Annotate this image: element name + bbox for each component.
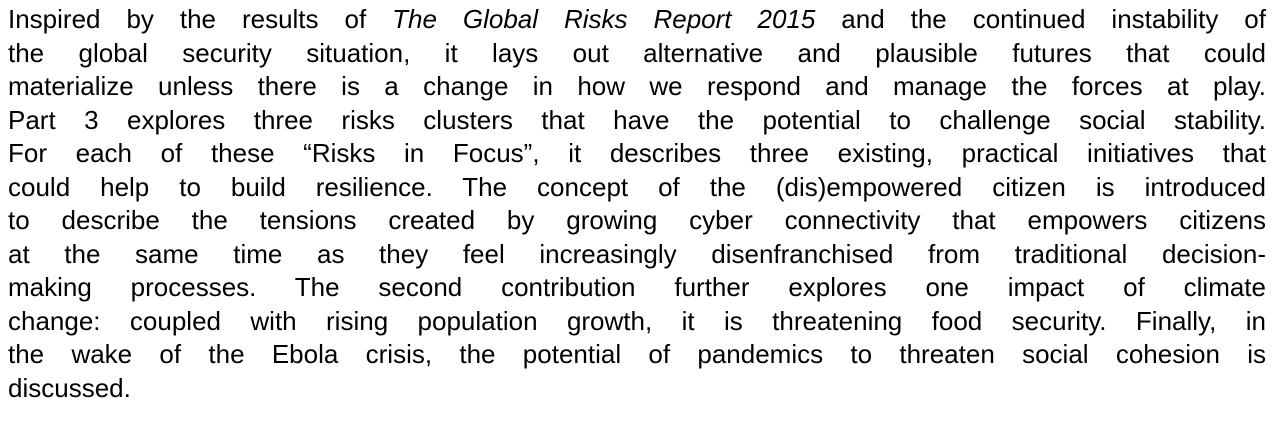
paragraph: Inspired by the results of The Global Ri… [8, 3, 1266, 405]
text-line: the wake of the Ebola crisis, the potent… [8, 339, 1266, 369]
text-line: at the same time as they feel increasing… [8, 238, 1266, 269]
text: and the continued instability of [815, 4, 1266, 34]
text-line: change: coupled with rising population g… [8, 305, 1266, 336]
text-line: Part 3 explores three risks clusters tha… [8, 104, 1266, 135]
text-line: to describe the tensions created by grow… [8, 205, 1266, 235]
text-line: For each of these “Risks in Focus”, it d… [8, 138, 1266, 168]
text-line: making processes. The second contributio… [8, 272, 1266, 302]
text-line: the global security situation, it lays o… [8, 37, 1266, 68]
text-line: discussed. [8, 372, 131, 403]
text-line: could help to build resilience. The conc… [8, 171, 1266, 202]
text-line: Inspired by the results of The Global Ri… [8, 3, 1266, 37]
text: Inspired by the results of [8, 4, 393, 34]
text-line: materialize unless there is a change in … [8, 71, 1266, 101]
italic-title: The Global Risks Report 2015 [392, 4, 816, 34]
